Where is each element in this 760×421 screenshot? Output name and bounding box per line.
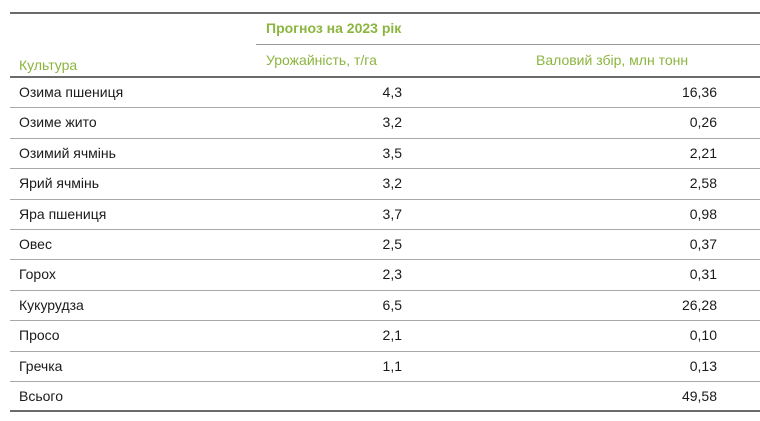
header-yield: Урожайність, т/га: [266, 52, 377, 68]
table-row: Ярий ячмінь 3,2 2,58: [10, 169, 760, 200]
header-forecast-group: Прогноз на 2023 рік: [266, 20, 402, 36]
table-row: Гречка 1,1 0,13: [10, 352, 760, 382]
crop-cell: Яра пшениця: [19, 205, 107, 222]
harvest-cell: 2,58: [689, 175, 717, 192]
harvest-cell: 0,98: [689, 205, 717, 222]
table-row: Горох 2,3 0,31: [10, 260, 760, 291]
yield-cell: 2,1: [382, 327, 402, 344]
yield-cell: 3,5: [382, 144, 402, 161]
crop-cell: Просо: [19, 327, 60, 344]
table-row: Яра пшениця 3,7 0,98: [10, 200, 760, 230]
header-bottom-rule: [10, 76, 760, 78]
crop-cell: Гречка: [19, 357, 63, 374]
yield-cell: 2,5: [382, 235, 402, 252]
yield-cell: 3,7: [382, 205, 402, 222]
table-body: Озима пшениця 4,3 16,36 Озиме жито 3,2 0…: [10, 78, 760, 413]
total-label-cell: Всього: [19, 387, 64, 404]
harvest-cell: 0,37: [689, 235, 717, 252]
crop-cell: Овес: [19, 235, 52, 252]
yield-cell: 3,2: [382, 175, 402, 192]
crop-cell: Озима пшениця: [19, 84, 124, 100]
harvest-cell: 0,26: [689, 114, 717, 131]
yield-cell: 3,2: [382, 114, 402, 131]
harvest-cell: 0,31: [689, 266, 717, 283]
yield-cell: 1,1: [382, 357, 402, 374]
crop-cell: Озиме жито: [19, 114, 97, 131]
table-row: Озимий ячмінь 3,5 2,21: [10, 139, 760, 170]
table-row: Озиме жито 3,2 0,26: [10, 108, 760, 139]
harvest-cell: 26,28: [681, 296, 717, 313]
yield-cell: 6,5: [382, 296, 402, 313]
crop-cell: Ярий ячмінь: [19, 175, 100, 192]
crop-cell: Кукурудза: [19, 296, 84, 313]
yield-cell: 2,3: [382, 266, 402, 283]
table-total-row: Всього 49,58: [10, 382, 760, 413]
harvest-cell: 16,36: [681, 84, 717, 100]
harvest-cell: 2,21: [689, 144, 717, 161]
table-row: Кукурудза 6,5 26,28: [10, 291, 760, 322]
header-harvest: Валовий збір, млн тонн: [536, 52, 689, 68]
header-group-divider: [256, 44, 760, 45]
harvest-cell: 0,10: [689, 327, 717, 344]
yield-cell: 4,3: [382, 84, 402, 100]
header-crop: Культура: [19, 57, 78, 73]
table-row: Озима пшениця 4,3 16,36: [10, 78, 760, 109]
crop-cell: Горох: [19, 266, 56, 283]
table-row: Просо 2,1 0,10: [10, 321, 760, 352]
table-top-rule: [10, 12, 760, 14]
crop-cell: Озимий ячмінь: [19, 144, 116, 161]
table-row: Овес 2,5 0,37: [10, 230, 760, 261]
total-harvest-cell: 49,58: [681, 387, 717, 404]
harvest-cell: 0,13: [689, 357, 717, 374]
